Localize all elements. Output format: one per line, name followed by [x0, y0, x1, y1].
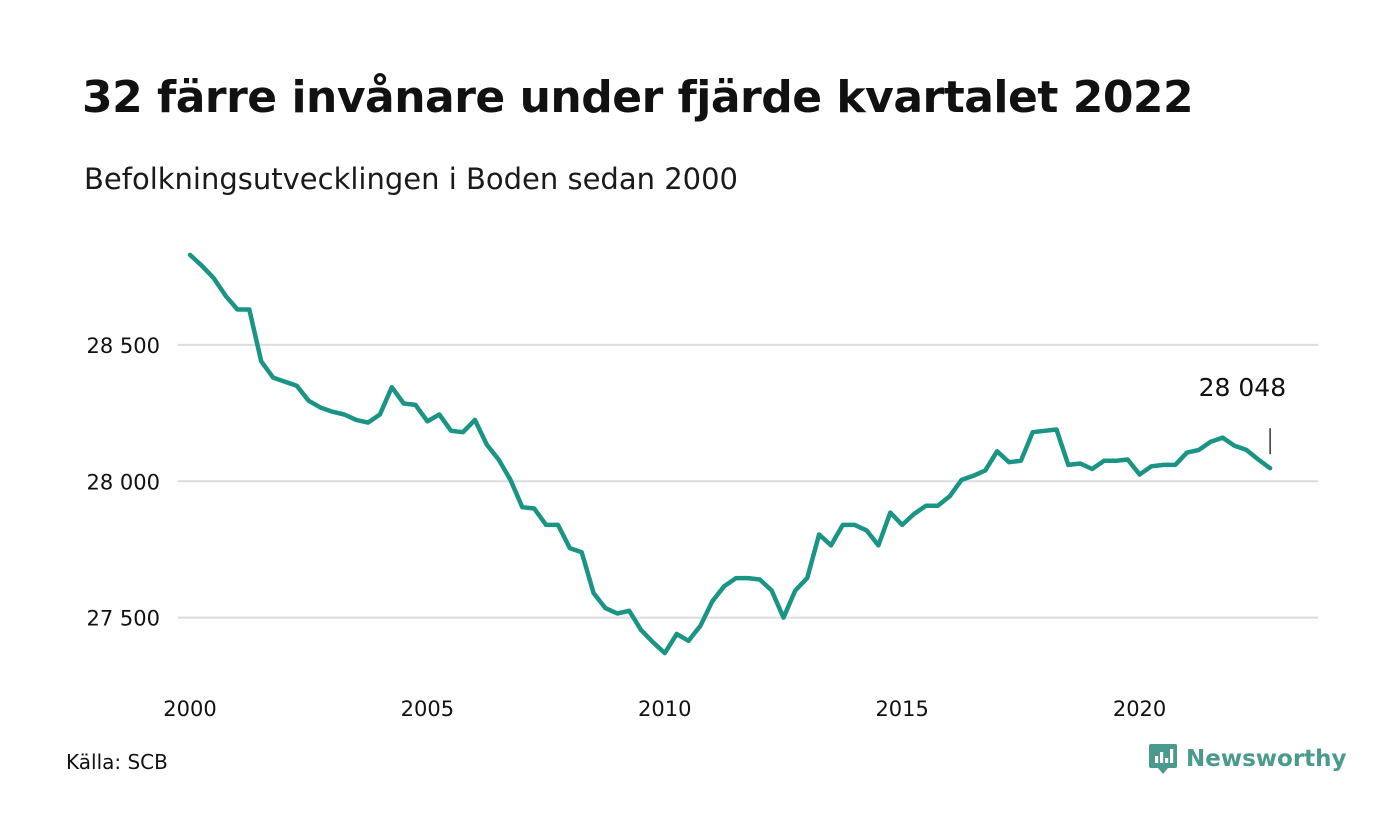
- x-axis-ticks: 2000 2005 2010 2015 2020: [163, 697, 1166, 721]
- series-layer: [187, 252, 1273, 656]
- y-tick-label: 28 000: [87, 470, 160, 494]
- brand-name: Newsworthy: [1186, 746, 1347, 772]
- series-line: [187, 252, 1273, 656]
- x-tick-label: 2005: [401, 697, 454, 721]
- gridlines: [178, 343, 1318, 619]
- x-tick-label: 2020: [1113, 697, 1166, 721]
- y-tick-label: 27 500: [87, 607, 160, 631]
- y-tick-label: 28 500: [87, 334, 160, 358]
- source-note: Källa: SCB: [66, 750, 168, 774]
- x-tick-label: 2010: [638, 697, 691, 721]
- y-axis-ticks: 27 500 28 000 28 500: [87, 334, 160, 631]
- x-tick-label: 2015: [875, 697, 928, 721]
- newsworthy-logo-icon: [1149, 744, 1177, 774]
- end-value-label: 28 048: [1199, 373, 1286, 402]
- annotations: 28 048: [1199, 373, 1286, 455]
- brand-logo[interactable]: Newsworthy: [1148, 742, 1347, 776]
- page-title: 32 färre invånare under fjärde kvartalet…: [82, 72, 1194, 123]
- page-subtitle: Befolkningsutvecklingen i Boden sedan 20…: [84, 162, 739, 196]
- x-tick-label: 2000: [163, 697, 216, 721]
